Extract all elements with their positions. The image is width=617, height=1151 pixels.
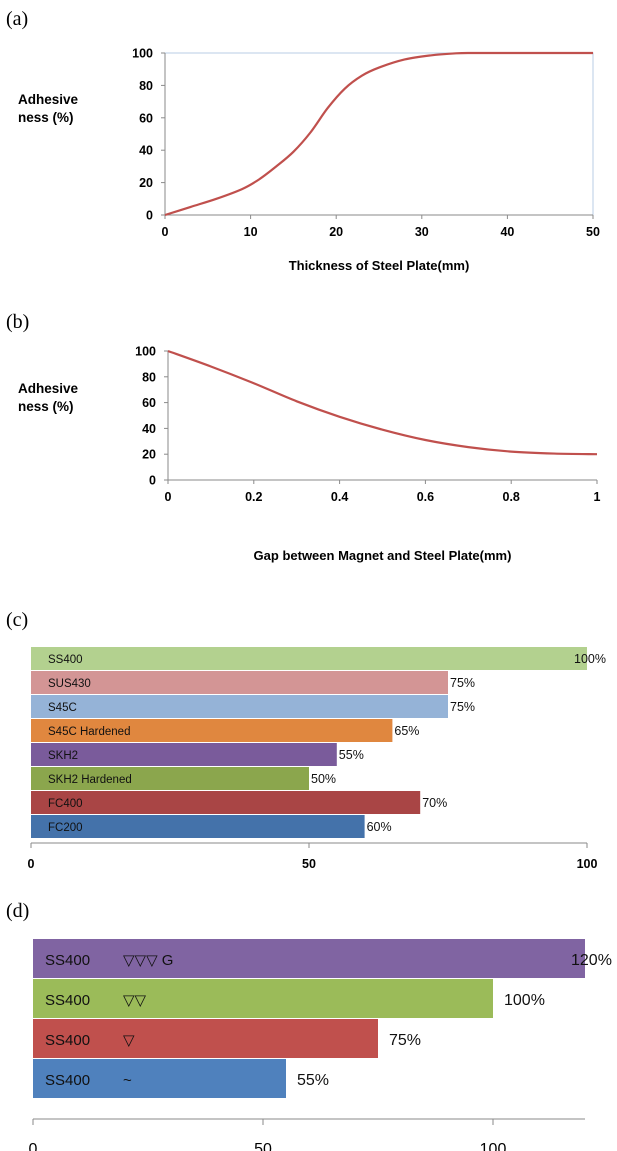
chart-c: (c) SS400 100% SUS430 75% S45C 75% S45C Hardene… bbox=[6, 609, 606, 871]
bar-c bbox=[31, 791, 421, 814]
bar-label-d: SS400 bbox=[45, 1032, 90, 1049]
bar-label-c: FC200 bbox=[48, 822, 83, 834]
bar-label-c: SS400 bbox=[48, 654, 83, 666]
y-axis-label-a: ness (%) bbox=[18, 110, 74, 125]
y-tick-label-b: 60 bbox=[142, 396, 156, 410]
bar-value-label-d: 120% bbox=[571, 952, 612, 969]
bar-value-label-c: 60% bbox=[367, 820, 392, 834]
bar-mark-d: ~ bbox=[123, 1072, 132, 1089]
y-tick-label-b: 100 bbox=[135, 345, 156, 359]
x-tick-label-c: 50 bbox=[302, 857, 316, 871]
bar-c bbox=[31, 719, 393, 742]
bar-mark-d: ▽ bbox=[123, 1032, 135, 1049]
y-axis-label-b: ness (%) bbox=[18, 399, 74, 414]
panel-label-d: (d) bbox=[6, 900, 29, 922]
x-tick-label-a: 40 bbox=[500, 225, 514, 239]
y-tick-label-b: 0 bbox=[149, 474, 156, 488]
x-tick-label-a: 20 bbox=[329, 225, 343, 239]
bar-c bbox=[31, 767, 309, 790]
bar-label-c: S45C bbox=[48, 702, 77, 714]
bar-value-label-d: 100% bbox=[504, 992, 545, 1009]
bar-c bbox=[31, 815, 365, 838]
x-tick-label-b: 1 bbox=[594, 490, 601, 504]
x-tick-label-c: 100 bbox=[577, 857, 598, 871]
bar-label-d: SS400 bbox=[45, 1072, 90, 1089]
x-tick-label-b: 0 bbox=[165, 490, 172, 504]
bar-label-c: SUS430 bbox=[48, 678, 91, 690]
chart-d: (d) SS400 ▽▽▽ G 120% SS400 ▽▽ 100% SS400 ▽ 75% SS4… bbox=[6, 900, 612, 1151]
y-tick-label-a: 20 bbox=[139, 176, 153, 190]
y-tick-label-a: 40 bbox=[139, 144, 153, 158]
bar-label-d: SS400 bbox=[45, 992, 90, 1009]
y-tick-label-b: 80 bbox=[142, 370, 156, 384]
series-line-a bbox=[164, 51, 593, 217]
x-tick-label-a: 10 bbox=[244, 225, 258, 239]
bar-mark-d: ▽▽▽ G bbox=[123, 952, 173, 969]
panel-label-c: (c) bbox=[6, 609, 28, 631]
bar-value-label-c: 70% bbox=[422, 796, 447, 810]
bar-mark-d: ▽▽ bbox=[123, 992, 147, 1009]
bar-label-c: FC400 bbox=[48, 798, 83, 810]
y-tick-label-a: 60 bbox=[139, 111, 153, 125]
bar-c bbox=[31, 743, 337, 766]
y-tick-label-a: 80 bbox=[139, 79, 153, 93]
bar-value-label-d: 75% bbox=[389, 1032, 421, 1049]
y-tick-label-b: 20 bbox=[142, 448, 156, 462]
bar-d bbox=[33, 939, 585, 978]
bar-d bbox=[33, 1019, 378, 1058]
x-tick-label-d: 50 bbox=[254, 1141, 272, 1151]
y-tick-label-b: 40 bbox=[142, 422, 156, 436]
bar-value-label-c: 65% bbox=[394, 724, 419, 738]
x-tick-label-d: 100 bbox=[480, 1141, 507, 1151]
chart-b: (b) Adhesive ness (%) 0 20 40 60 80 100 0 0.2 0.4 0.… bbox=[6, 311, 601, 563]
y-axis-label-b: Adhesive bbox=[18, 381, 79, 396]
bar-label-c: SKH2 bbox=[48, 750, 78, 762]
x-tick-label-c: 0 bbox=[28, 857, 35, 871]
chart-a: (a) Adhesive ness (%) 0 20 40 60 80 100 0 10 20 30 40… bbox=[6, 8, 600, 273]
bar-value-label-c: 50% bbox=[311, 772, 336, 786]
panel-label-a: (a) bbox=[6, 8, 28, 30]
x-tick-label-b: 0.8 bbox=[503, 490, 520, 504]
x-tick-label-d: 0 bbox=[29, 1141, 38, 1151]
y-tick-label-a: 100 bbox=[132, 47, 153, 61]
bar-d bbox=[33, 979, 493, 1018]
x-tick-label-a: 0 bbox=[162, 225, 169, 239]
x-tick-label-a: 50 bbox=[586, 225, 600, 239]
bar-c bbox=[31, 695, 448, 718]
bar-value-label-d: 55% bbox=[297, 1072, 329, 1089]
y-tick-label-a: 0 bbox=[146, 209, 153, 223]
bar-label-c: S45C Hardened bbox=[48, 726, 130, 738]
x-tick-label-b: 0.2 bbox=[245, 490, 262, 504]
x-axis-label-a: Thickness of Steel Plate(mm) bbox=[289, 258, 470, 273]
bar-value-label-c: 75% bbox=[450, 676, 475, 690]
bar-d bbox=[33, 1059, 286, 1098]
bar-c bbox=[31, 647, 587, 670]
y-axis-label-a: Adhesive bbox=[18, 92, 79, 107]
x-tick-label-a: 30 bbox=[415, 225, 429, 239]
x-axis-label-b: Gap between Magnet and Steel Plate(mm) bbox=[254, 548, 512, 563]
series-line-b bbox=[167, 349, 598, 456]
bar-label-d: SS400 bbox=[45, 952, 90, 969]
bar-value-label-c: 55% bbox=[339, 748, 364, 762]
bar-value-label-c: 100% bbox=[574, 652, 606, 666]
x-tick-label-b: 0.4 bbox=[331, 490, 348, 504]
bar-label-c: SKH2 Hardened bbox=[48, 774, 132, 786]
bar-value-label-c: 75% bbox=[450, 700, 475, 714]
plot-frame-a bbox=[164, 52, 594, 216]
bar-c bbox=[31, 671, 448, 694]
panel-label-b: (b) bbox=[6, 311, 29, 333]
x-tick-label-b: 0.6 bbox=[417, 490, 434, 504]
